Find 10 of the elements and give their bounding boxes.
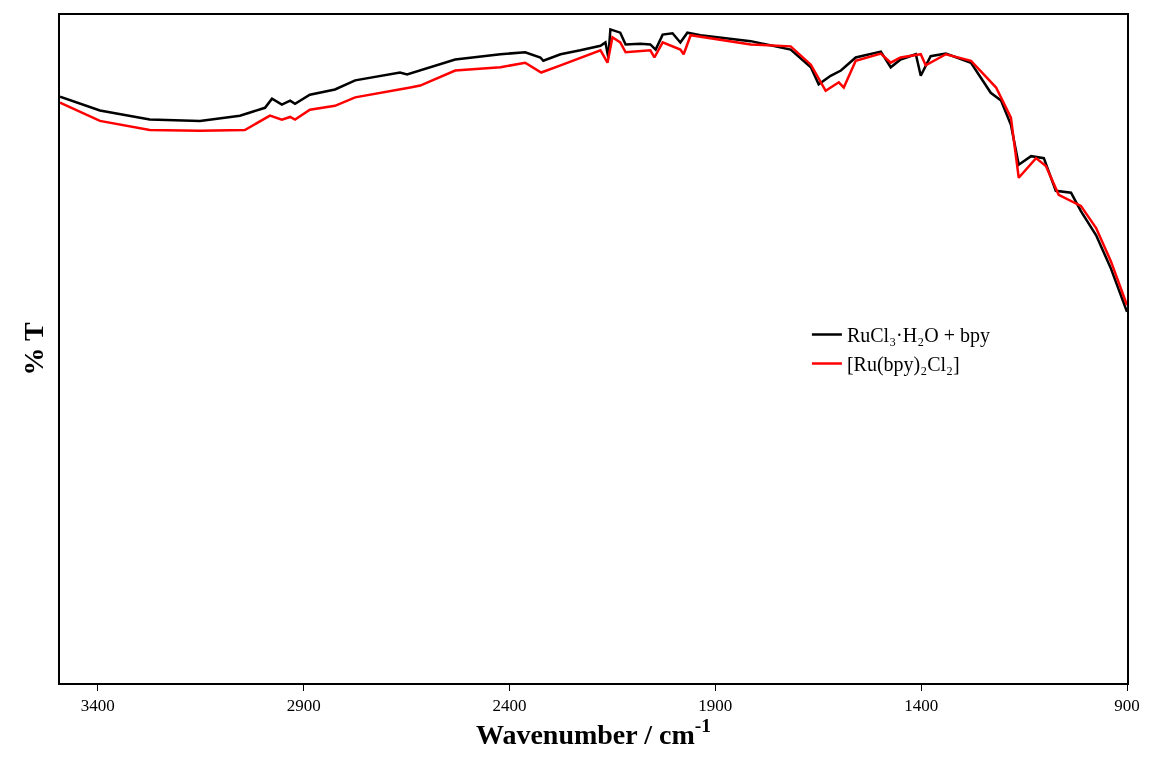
x-axis-title: Wavenumber / cm$^{-1}$ — [475, 715, 712, 751]
legend-label: [Ru(bpy)₂Cl₂] — [846, 353, 960, 377]
legend-label: RuCl₃·H₂O + bpy — [846, 324, 990, 348]
y-axis-title: % T — [18, 322, 50, 376]
x-tick-label: 2900 — [286, 696, 321, 716]
x-tick-label: 1900 — [698, 696, 733, 716]
x-tick-label: 900 — [1114, 696, 1140, 716]
x-tick-label: 2400 — [492, 696, 527, 716]
x-tick-label: 1400 — [904, 696, 939, 716]
x-tick-label: 3400 — [80, 696, 115, 716]
